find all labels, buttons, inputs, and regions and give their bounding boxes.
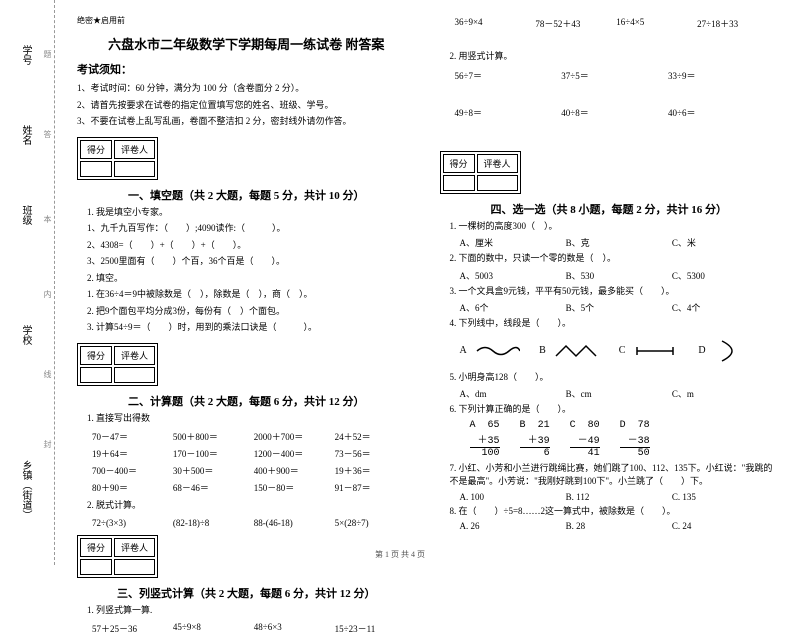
s4-q6: 6. 下列计算正确的是（ ）。 [440,403,779,417]
s4-q6-calcs: A 65＋35100 B 21＋396 C 80－4941 D 78－3850 [440,420,779,459]
s1-q1-title: 1. 我是填空小专家。 [77,206,416,220]
label-town: 乡镇（街道） [18,460,33,520]
s4-q3-opts: A、6个B、5个C、4个 [440,301,779,314]
page-footer: 第 1 页 共 4 页 [0,549,800,560]
s3-calc2: 36÷9×478－52＋4316÷4×527÷18＋33 [440,15,779,32]
main-content: 绝密★启用前 六盘水市二年级数学下学期每周一练试卷 附答案 考试须知： 1、考试… [55,0,800,565]
s3-calc4: 49÷8＝40÷8＝40÷6＝ [440,104,779,121]
s1-q1-3: 3、2500里面有（ ）个百，36个百是（ ）。 [77,255,416,269]
s1-q2-title: 2. 填空。 [77,272,416,286]
sideline-2: 答 [42,130,53,138]
label-class: 班级 [18,205,33,225]
section-1-title: 一、填空题（共 2 大题，每题 5 分，共计 10 分） [77,187,416,203]
s3-calc1: 57＋25－3645÷9×848÷6×315÷23－11 [77,620,416,637]
s4-q8-opts: A. 26B. 28C. 24 [440,521,779,531]
s2-calc-grid: 70－47＝500＋800＝2000＋700＝24＋52＝ 19＋64＝170－… [77,428,416,496]
s3-q1-title: 1. 列竖式算一算. [77,604,416,618]
vert-calc-a: A 65＋35100 [470,420,500,459]
zigzag-shape-icon [554,342,599,360]
s1-q1-2: 2、4308=（ ）+（ ）+（ ）。 [77,239,416,253]
s4-q2: 2. 下面的数中，只读一个零的数是（ ）。 [440,252,779,266]
s2-calc1b: 72÷(3×3)(82-18)÷888-(46-18)5×(28÷7) [77,516,416,530]
left-column: 绝密★启用前 六盘水市二年级数学下学期每周一练试卷 附答案 考试须知： 1、考试… [65,15,428,560]
s4-q8: 8. 在（ ）÷5=8……2这一算式中，被除数是（ ）。 [440,505,779,519]
notice-title: 考试须知： [77,61,416,77]
vert-calc-c: C 80－4941 [570,420,600,459]
s4-q1-opts: A、厘米B、克C、米 [440,236,779,249]
s2-q2-title: 2. 脱式计算。 [77,499,416,513]
notice-1: 1、考试时间：60 分钟，满分为 100 分（含卷面分 2 分）。 [77,82,416,95]
sideline-3: 本 [42,215,53,223]
s2-q1-title: 1. 直接写出得数 [77,412,416,426]
s4-q7-opts: A. 100B. 112C. 135 [440,492,779,502]
s4-q2-opts: A、5003B、530C、5300 [440,269,779,282]
sideline-5: 线 [42,370,53,378]
s3-q2-title: 2. 用竖式计算。 [440,50,779,64]
s3-calc3: 56÷7＝37÷5＝33÷9＝ [440,67,779,84]
s1-q2-3: 3. 计算54÷9＝（ ）时，用到的乘法口诀是（ ）。 [77,321,416,335]
vert-calc-d: D 78－3850 [620,420,650,459]
s4-q5: 5. 小明身高128（ ）。 [440,371,779,385]
vert-calc-b: B 21＋396 [520,420,550,459]
score-box-4: 得分评卷人 [440,151,521,194]
exam-title: 六盘水市二年级数学下学期每周一练试卷 附答案 [77,34,416,53]
line-segment-icon [633,342,678,360]
s4-q4: 4. 下列线中，线段是（ ）。 [440,317,779,331]
label-name: 姓名 [18,125,33,145]
sideline-4: 内 [42,290,53,298]
binding-sidebar: 学号 题 姓名 答 班级 本 内 学校 线 封 乡镇（街道） [0,0,55,565]
notice-2: 2、请首先按要求在试卷的指定位置填写您的姓名、班级、学号。 [77,99,416,112]
score-box-1: 得分评卷人 [77,137,158,180]
confidential-label: 绝密★启用前 [77,15,416,26]
label-student-id: 学号 [18,45,33,65]
right-column: 36÷9×478－52＋4316÷4×527÷18＋33 2. 用竖式计算。 5… [428,15,791,560]
wave-shape-icon [475,342,520,360]
section-2-title: 二、计算题（共 2 大题，每题 6 分，共计 12 分） [77,393,416,409]
s1-q2-2: 2. 把9个面包平均分成3份，每份有（ ）个面包。 [77,305,416,319]
sideline-6: 封 [42,440,53,448]
score-box-2: 得分评卷人 [77,343,158,386]
s4-q1: 1. 一棵树的高度300（ ）。 [440,220,779,234]
s4-q3: 3. 一个文具盒9元钱，平平有50元钱，最多能买（ ）。 [440,285,779,299]
notice-3: 3、不要在试卷上乱写乱画，卷面不整洁扣 2 分，密封线外请勿作答。 [77,115,416,128]
section-3-title: 三、列竖式计算（共 2 大题，每题 6 分，共计 12 分） [77,585,416,601]
sideline-1: 题 [42,50,53,58]
label-school: 学校 [18,325,33,345]
s4-q5-opts: A、dmB、cmC、m [440,387,779,400]
s1-q1-1: 1、九千九百写作：（ ）;4090读作:（ ）。 [77,222,416,236]
s4-q4-shapes: A B C D [440,339,779,363]
section-4-title: 四、选一选（共 8 小题，每题 2 分，共计 16 分） [440,201,779,217]
s1-q2-1: 1. 在36÷4＝9中被除数是（ ），除数是（ ），商（ ）。 [77,288,416,302]
arc-shape-icon [714,339,759,363]
s4-q7: 7. 小红、小芳和小兰进行跳绳比赛，她们跳了100、112、135下。小红说："… [440,462,779,489]
